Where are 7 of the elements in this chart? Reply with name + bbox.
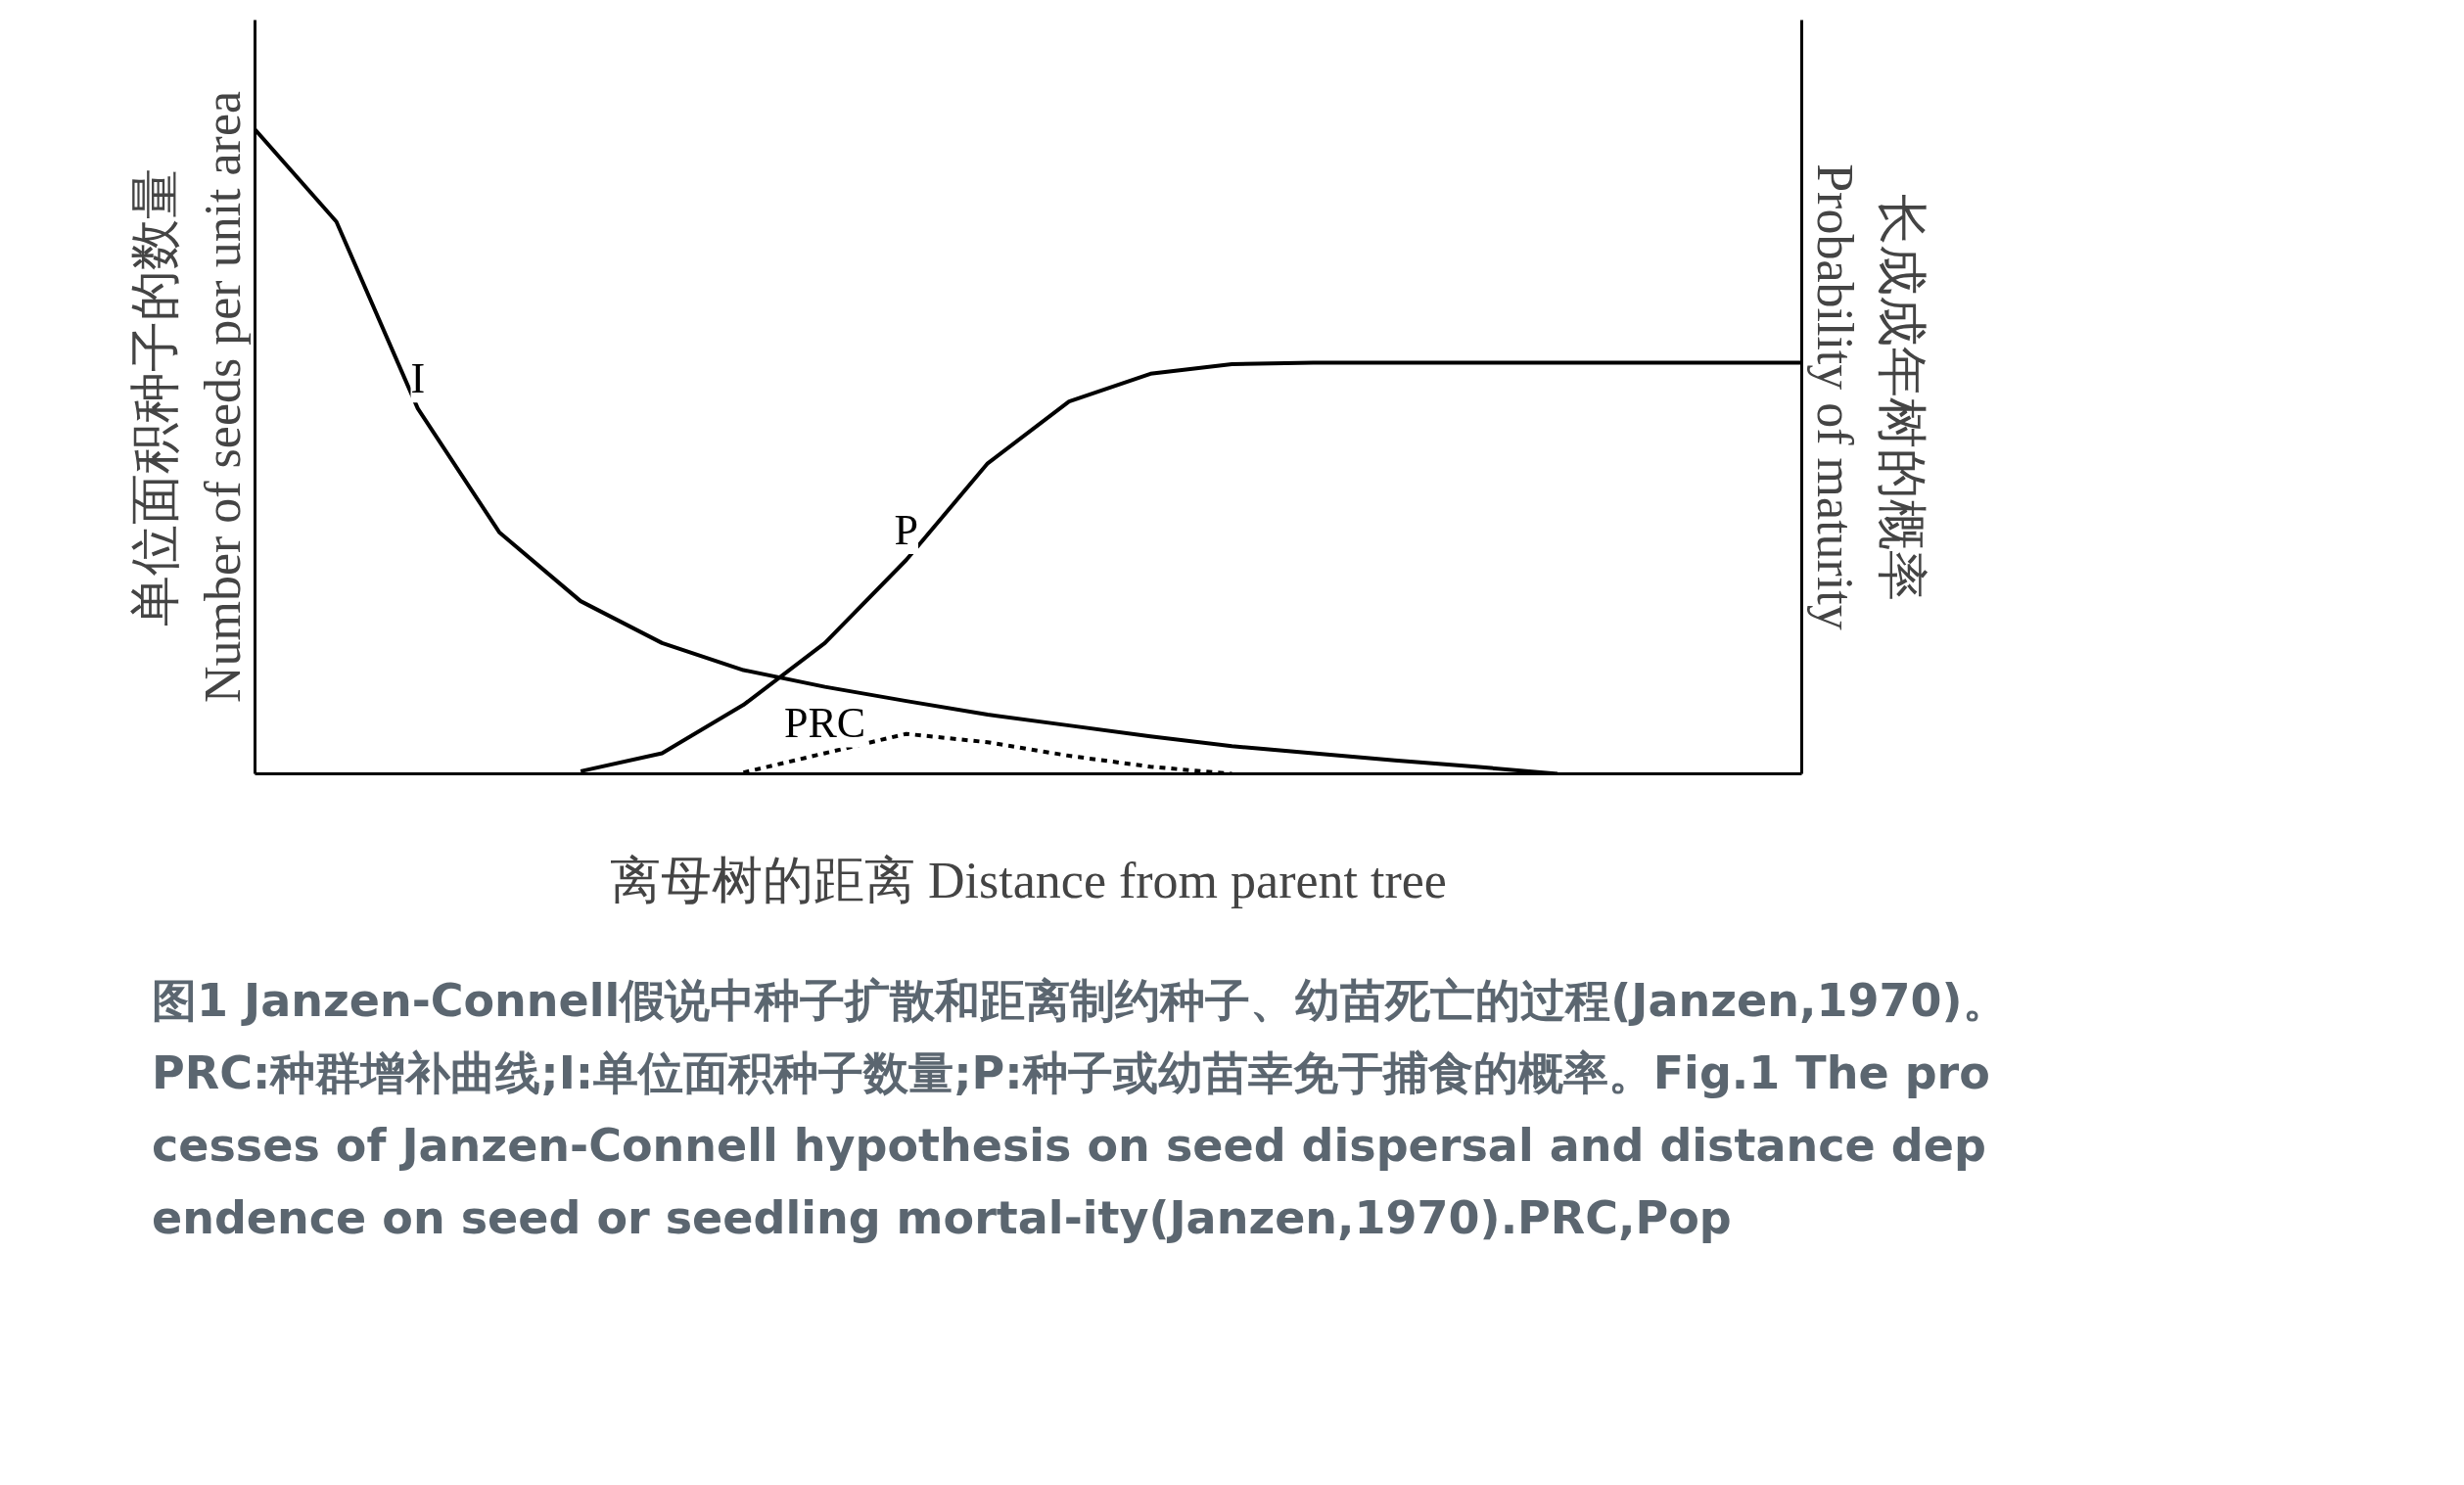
- series-label: I: [410, 354, 426, 403]
- y-axis-title: 单位面积种子的数量 Number of seeds per unit area: [127, 90, 251, 704]
- series-label: P: [894, 506, 919, 554]
- y2-axis-title: 长成成年树的概率 Probability of maturity: [1806, 163, 1929, 630]
- x-axis-title: 离母树的距离 Distance from parent tree: [610, 852, 1447, 908]
- series-label: PRC: [784, 699, 866, 748]
- caption: 图1 Janzen-Connell假说中种子扩散和距离制约种子、幼苗死亡的过程(Janzen,1970)。PRC:种群增补曲线;I:单位面积种子数量;P:种子或幼苗幸免于捕食的概率。Fig.1 The processes of Janzen-Connell hypothesis on seed dispersal and distance dependence on seed or seedling mortal-ity(Janzen,1970).PRC,Pop: [152, 973, 2009, 1246]
